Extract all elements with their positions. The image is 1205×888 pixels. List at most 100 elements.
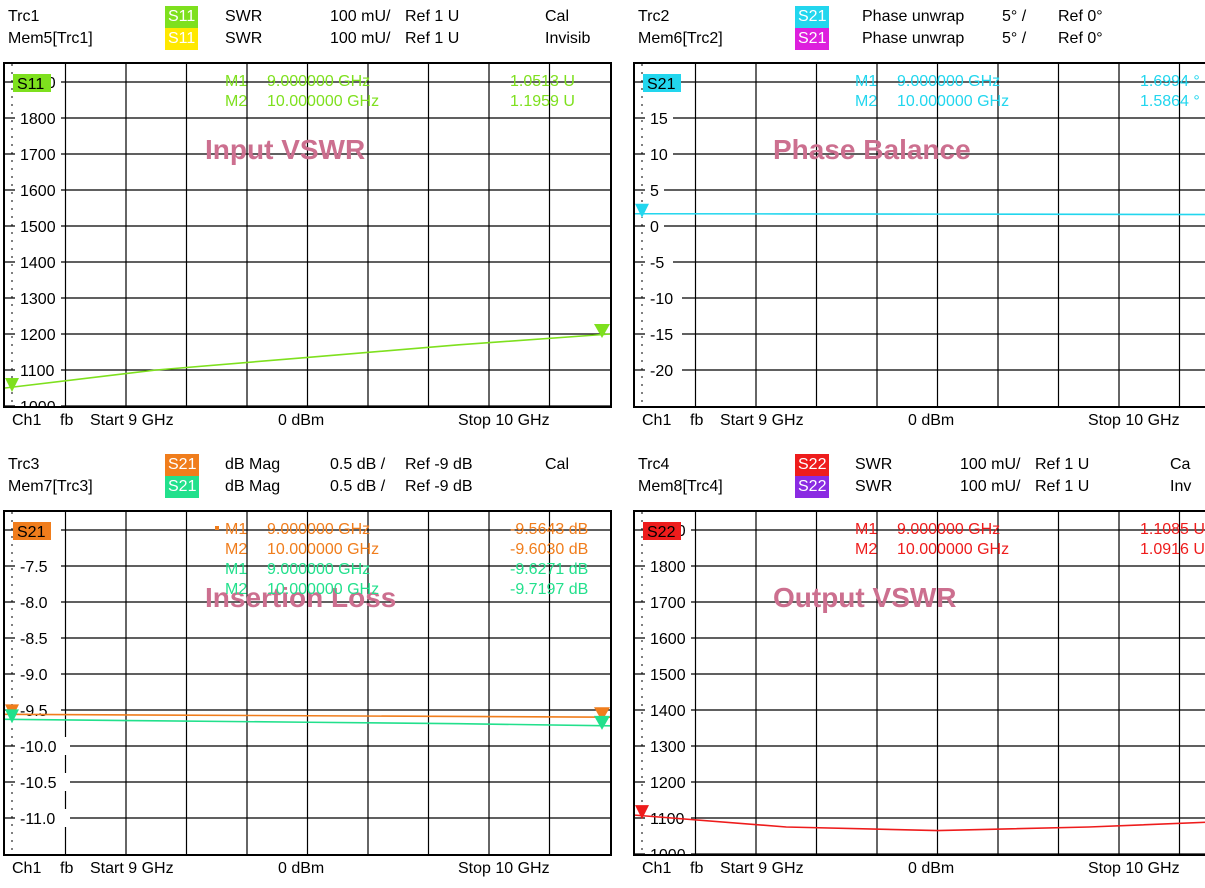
series-line[interactable] — [635, 212, 1205, 216]
trace-badge[interactable]: S21 — [165, 476, 200, 498]
plot-area[interactable]: 1900180017001600150014001300120011001000… — [633, 510, 1205, 856]
tick-label-bg — [645, 593, 691, 611]
marker-label[interactable]: M1 — [225, 73, 247, 90]
footer-stop: Stop 10 GHz — [458, 412, 550, 429]
y-tick-label: 1100 — [20, 363, 55, 380]
series-line[interactable] — [5, 718, 610, 727]
trace-badge[interactable]: S21 — [165, 454, 200, 476]
plot-area[interactable]: -7.0-7.5-8.0-8.5-9.0-9.5-10.0-10.5-11.0I… — [3, 510, 612, 856]
trace-state: Inv — [1170, 478, 1192, 495]
sweep-info: Ch1 fb Start 9 GHz 0 dBm Stop 10 GHz — [630, 858, 1205, 880]
footer-power: 0 dBm — [278, 860, 325, 877]
trace-name: Trc3 — [8, 456, 40, 473]
tick-label-bg — [15, 181, 61, 199]
trace-badge[interactable]: S11 — [165, 6, 199, 28]
trace-header-row[interactable]: Mem7[Trc3] S21 dB Mag 0.5 dB / Ref -9 dB — [0, 476, 620, 498]
marker-value: 1.1959 U — [510, 93, 575, 110]
y-tick-label: 1000 — [650, 847, 686, 854]
marker-label[interactable]: M1 — [855, 73, 877, 90]
trace-scale: 100 mU/ — [960, 456, 1021, 473]
marker-label[interactable]: M2 — [225, 581, 247, 598]
tick-label-bg — [645, 629, 691, 647]
marker-label[interactable]: M1 — [225, 561, 247, 578]
marker-value: -9.7197 dB — [510, 581, 588, 598]
trace-header-row[interactable]: Trc2 S21 Phase unwrap 5° / Ref 0° — [630, 6, 1205, 28]
chart-panel-3: Trc3 S21 dB Mag 0.5 dB / Ref -9 dB Cal Mem7[Tr… — [0, 448, 620, 888]
marker-m2-triangle[interactable] — [594, 324, 610, 338]
footer-fb: fb — [690, 860, 704, 877]
trace-state: Cal — [545, 8, 570, 25]
trace-state: Cal — [545, 456, 570, 473]
trace-scale: 0.5 dB / — [330, 456, 386, 473]
marker-frequency: 9.000000 GHz — [267, 73, 370, 90]
footer-start: Start 9 GHz — [720, 860, 804, 877]
trace-label-box[interactable] — [643, 74, 681, 92]
trace-header-row[interactable]: Mem5[Trc1] S11 SWR 100 mU/Ref 1 U Invisib — [0, 28, 620, 50]
trace-header-row[interactable]: Trc3 S21 dB Mag 0.5 dB / Ref -9 dB Cal — [0, 454, 620, 476]
marker-m1-triangle[interactable] — [635, 805, 649, 820]
trace-format: Phase unwrap — [862, 30, 965, 47]
trace-badge[interactable]: S11 — [165, 28, 199, 50]
marker-m1-triangle[interactable] — [5, 378, 19, 392]
trace-ref: Ref 0° — [1058, 8, 1103, 25]
chart-title: Phase Balance — [773, 134, 971, 165]
plot-area[interactable]: 1900180017001600150014001300120011001000… — [3, 62, 612, 408]
y-tick-label: 1800 — [650, 559, 686, 576]
tick-label-bg — [15, 217, 61, 235]
trace-header-row[interactable]: Mem8[Trc4] S22 SWR 100 mU/Ref 1 U Inv — [630, 476, 1205, 498]
footer-stop: Stop 10 GHz — [1088, 860, 1180, 877]
tick-label-bg — [15, 361, 61, 379]
tick-label-bg — [645, 773, 691, 791]
marker-m2-triangle[interactable] — [594, 707, 610, 722]
trace-header-row[interactable]: Trc4 S22 SWR 100 mU/Ref 1 U Ca — [630, 454, 1205, 476]
footer-start: Start 9 GHz — [720, 412, 804, 429]
y-tick-label: 1600 — [650, 631, 686, 648]
marker-m1-triangle[interactable] — [635, 203, 649, 218]
marker-label[interactable]: M2 — [855, 541, 877, 558]
marker-label[interactable]: M2 — [225, 541, 247, 558]
tick-label-bg — [15, 109, 61, 127]
series-line[interactable] — [5, 713, 610, 718]
y-tick-label: 1100 — [650, 811, 685, 828]
marker-label[interactable]: M2 — [225, 93, 247, 110]
series-line[interactable] — [635, 814, 1205, 832]
marker-label[interactable]: M1 — [225, 521, 247, 538]
trace-badge[interactable]: S22 — [795, 454, 830, 476]
y-tick-label: 10 — [650, 147, 668, 164]
tick-label-bg — [15, 773, 70, 791]
trace-name: Mem7[Trc3] — [8, 478, 93, 495]
trace-badge[interactable]: S21 — [795, 6, 830, 28]
trace-label-box[interactable] — [13, 74, 51, 92]
marker-value: 1.0916 U — [1140, 541, 1205, 558]
tick-label-bg — [15, 253, 61, 271]
footer-power: 0 dBm — [278, 412, 325, 429]
tick-label-bg — [15, 629, 61, 647]
marker-value: -9.6271 dB — [510, 561, 588, 578]
y-tick-label: 1200 — [20, 327, 56, 344]
y-tick-label: 1400 — [20, 255, 56, 272]
trace-badge[interactable]: S21 — [795, 28, 830, 50]
marker-label[interactable]: M2 — [855, 93, 877, 110]
trace-scale: 100 mU/ — [330, 8, 391, 25]
tick-label-bg — [645, 109, 673, 127]
trace-label-box[interactable] — [13, 522, 51, 540]
marker-value: -9.6030 dB — [510, 541, 588, 558]
trace-badge[interactable]: S22 — [795, 476, 830, 498]
marker-frequency: 10.000000 GHz — [267, 93, 379, 110]
chart-title: Input VSWR — [205, 134, 365, 165]
tick-label-bg — [15, 593, 61, 611]
footer-fb: fb — [60, 860, 74, 877]
plot-svg: -7.0-7.5-8.0-8.5-9.0-9.5-10.0-10.5-11.0I… — [5, 512, 610, 854]
trace-label-box[interactable] — [643, 522, 681, 540]
trace-format: SWR — [225, 8, 263, 25]
trace-state: Invisib — [545, 30, 591, 47]
marker-label[interactable]: M1 — [855, 521, 877, 538]
trace-header-row[interactable]: Trc1 S11 SWR 100 mU/Ref 1 U Cal — [0, 6, 620, 28]
marker-m2-triangle[interactable] — [594, 715, 610, 730]
trace-scale: 5° / — [1002, 30, 1027, 47]
trace-label: S21 — [17, 524, 46, 541]
series-line[interactable] — [5, 333, 610, 389]
trace-header-row[interactable]: Mem6[Trc2] S21 Phase unwrap 5° / Ref 0° — [630, 28, 1205, 50]
marker-m1-triangle[interactable] — [5, 709, 19, 724]
